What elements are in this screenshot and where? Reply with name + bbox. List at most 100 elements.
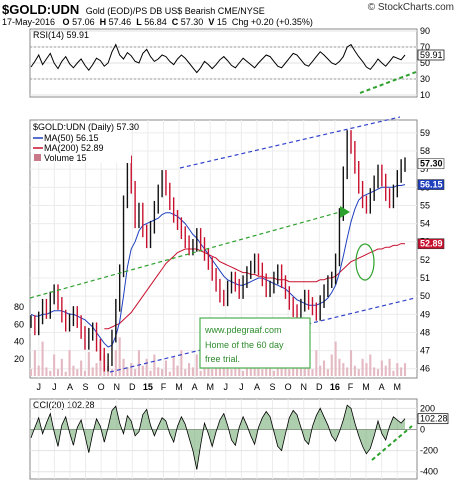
highlight-ellipse	[355, 243, 375, 281]
symbol-label: $GOLD:UDN	[2, 2, 80, 17]
volume-bar	[353, 365, 356, 376]
legend-ma50: MA(50) 56.15	[44, 133, 99, 143]
volume-bar	[53, 354, 56, 376]
price-tick-label: 55	[420, 200, 430, 210]
cci-tick-label: -200	[420, 446, 438, 456]
volume-bar	[41, 341, 44, 376]
legend-ma200: MA(200) 52.89	[44, 143, 104, 153]
cci-trendline	[371, 425, 413, 461]
volume-bar	[145, 358, 148, 376]
open-label: O	[62, 17, 70, 27]
volume-bar	[388, 358, 391, 376]
green-trendline	[29, 211, 341, 299]
volume-bar	[134, 369, 137, 376]
x-tick-label: N	[113, 382, 120, 392]
volume-bar	[137, 350, 141, 376]
high-value: 57.46	[108, 17, 132, 27]
price-tick-label: 58	[420, 146, 430, 156]
volume-bar	[261, 369, 264, 376]
cci-last-value: 102.28	[420, 414, 448, 424]
x-tick-label: N	[300, 382, 307, 392]
volume-tick-label: 40	[14, 337, 24, 347]
volume-bar	[56, 369, 60, 376]
close-label: C	[171, 17, 179, 27]
volume-bar	[322, 360, 326, 376]
cci-tick-label: 0	[420, 424, 425, 434]
volume-bar	[72, 365, 75, 376]
low-label: L	[136, 17, 142, 27]
annotation-line-3: free trial.	[205, 354, 240, 364]
volume-bar	[211, 369, 214, 376]
volume-value: 15	[216, 17, 227, 27]
volume-bar	[392, 370, 395, 376]
volume-bar	[95, 363, 98, 376]
volume-bar	[60, 358, 63, 376]
volume-bar	[249, 367, 252, 376]
change-value: Chg +0.20 (+0.35%)	[231, 17, 313, 27]
volume-bar	[326, 369, 329, 376]
volume-bar	[188, 363, 191, 376]
quote-date: 17-May-2016	[2, 17, 56, 27]
cci-title: CCI(20) 102.28	[33, 400, 95, 410]
volume-bar	[257, 365, 260, 376]
volume-bar	[49, 370, 52, 376]
last-price-label-box	[417, 158, 445, 170]
price-tick-label: 54	[420, 219, 430, 229]
legend-box	[31, 121, 131, 163]
high-label: H	[99, 17, 107, 27]
volume-bar	[380, 360, 383, 376]
volume-bar	[334, 341, 337, 376]
volume-bar	[288, 369, 291, 376]
volume-bar	[130, 363, 133, 376]
rsi-trendline	[359, 71, 417, 94]
volume-tick-label: 20	[14, 354, 24, 364]
annotation-line-1: www.pdegraaf.com	[204, 325, 282, 335]
volume-bar	[400, 367, 403, 376]
volume-bar	[164, 360, 167, 376]
volume-bar	[361, 358, 364, 376]
volume-bar	[311, 369, 314, 376]
last-price-label: 57.30	[420, 159, 443, 169]
close-value: 57.30	[180, 17, 204, 27]
price-tick-label: 59	[420, 128, 430, 138]
cci-series-line	[30, 404, 406, 470]
x-tick-label: F	[161, 382, 167, 392]
price-tick-label: 48	[420, 327, 430, 337]
volume-bar	[242, 370, 245, 376]
x-tick-label: J	[37, 382, 42, 392]
rsi-tick-label: 50	[420, 58, 430, 68]
volume-tick-label: 80	[14, 302, 24, 312]
volume-bar	[68, 350, 71, 376]
price-tick-label: 57	[420, 164, 430, 174]
cci-last-value-box	[417, 413, 449, 425]
trend-arrow-head	[340, 206, 350, 218]
volume-bar	[330, 354, 333, 376]
ma200-value-label: 52.89	[420, 239, 443, 249]
cci-tick-label: -400	[420, 467, 438, 477]
volume-bar	[168, 371, 171, 376]
ma50-value-label-box	[417, 179, 445, 190]
x-tick-label: 16	[330, 382, 340, 392]
x-tick-label: S	[83, 382, 89, 392]
volume-bar	[319, 365, 322, 376]
volume-bar	[76, 369, 79, 376]
legend-volume: Volume 15	[44, 153, 87, 163]
volume-bar	[195, 354, 198, 376]
volume-bar	[37, 365, 40, 376]
low-value: 56.84	[144, 17, 167, 27]
x-tick-label: D	[316, 382, 323, 392]
price-tick-label: 47	[420, 346, 430, 356]
x-tick-label: J	[239, 382, 244, 392]
x-tick-label: 15	[143, 382, 153, 392]
x-tick-label: O	[98, 382, 105, 392]
quote-summary: 17-May-2016 O 57.06 H 57.46 L 56.84 C 57…	[2, 17, 313, 27]
volume-bar	[357, 369, 360, 376]
cci-frame	[29, 398, 418, 480]
x-tick-label: A	[379, 382, 385, 392]
volume-bar	[207, 365, 210, 376]
rsi-tick-label: 30	[420, 74, 430, 84]
annotation-box	[199, 317, 311, 369]
volume-bar	[157, 367, 160, 376]
